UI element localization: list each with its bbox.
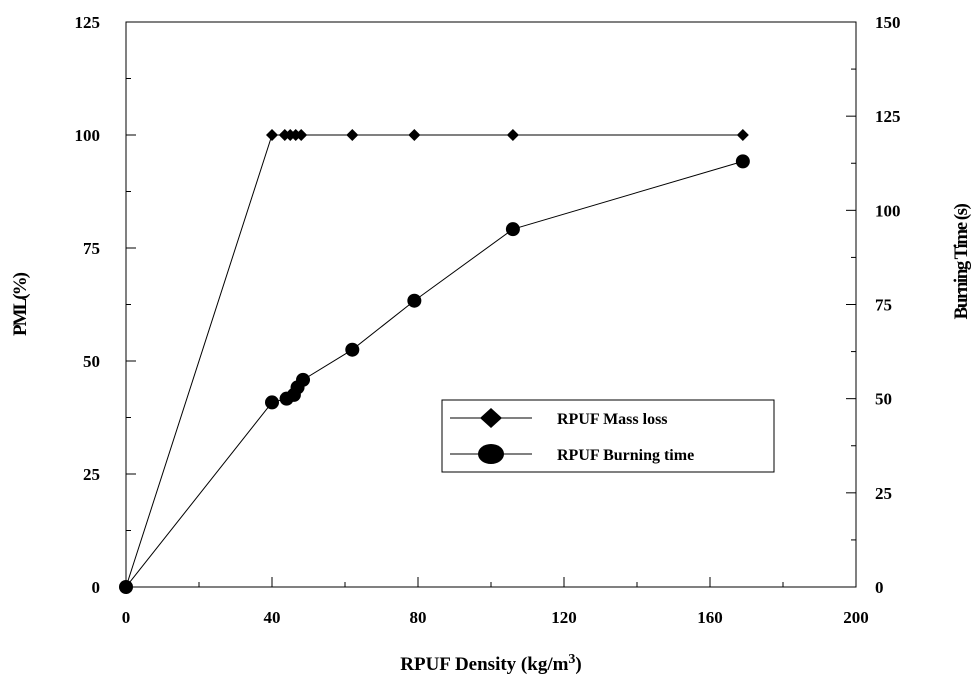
- y-axis-right: 0 25 50 75 100 125 150: [846, 13, 901, 597]
- plot-frame: [125, 21, 857, 588]
- mass-loss-point: [736, 129, 749, 141]
- series-line-0: [125, 134, 743, 588]
- y-axis-left: 0 25 50 75 100 125: [75, 13, 136, 597]
- mass-loss-point: [506, 129, 519, 141]
- mass-loss-point: [266, 129, 278, 141]
- series-line-1: [125, 160, 743, 588]
- y2-tick-label: 100: [875, 201, 901, 220]
- x-tick-label: 120: [551, 608, 577, 627]
- burning-time-point: [505, 222, 520, 237]
- y2-tick-label: 125: [875, 107, 901, 126]
- y2-tick-label: 0: [875, 578, 884, 597]
- y-tick-label: 50: [83, 352, 100, 371]
- y-tick-label: 100: [75, 126, 101, 145]
- series-layer: [119, 129, 750, 594]
- x-axis: 0 40 80 120 160 200: [122, 577, 869, 627]
- y-tick-label: 75: [83, 239, 100, 258]
- legend: RPUF Mass loss RPUF Burning time: [441, 399, 775, 473]
- x-tick-label: 200: [843, 608, 869, 627]
- x-tick-label: 0: [122, 608, 131, 627]
- y-tick-label: 125: [75, 13, 101, 32]
- burning-time-point: [735, 154, 750, 169]
- legend-label-burning-time: RPUF Burning time: [557, 447, 694, 464]
- y2-axis-title: Burning Time (s): [951, 204, 972, 320]
- x-tick-label: 80: [410, 608, 427, 627]
- mass-loss-point: [346, 129, 359, 141]
- y2-tick-label: 25: [875, 484, 892, 503]
- burning-time-point: [407, 293, 422, 308]
- mass-loss-point: [295, 129, 308, 141]
- mass-loss-point: [408, 129, 421, 141]
- legend-marker-diamond: [480, 408, 502, 428]
- x-tick-label: 160: [697, 608, 723, 627]
- y2-tick-label: 75: [875, 296, 892, 315]
- burning-time-point: [296, 372, 311, 387]
- y-tick-label: 0: [92, 578, 101, 597]
- x-tick-label: 40: [264, 608, 281, 627]
- y-tick-label: 25: [83, 465, 100, 484]
- y2-tick-label: 50: [875, 390, 892, 409]
- legend-label-mass-loss: RPUF Mass loss: [557, 411, 668, 428]
- y2-tick-label: 150: [875, 13, 901, 32]
- legend-marker-circle: [478, 444, 504, 464]
- burning-time-point: [265, 395, 279, 410]
- y-axis-title: PML(%): [10, 272, 31, 336]
- x-axis-title: RPUF Density (kg/m3): [400, 652, 582, 675]
- burning-time-point: [119, 580, 133, 594]
- burning-time-point: [345, 342, 360, 357]
